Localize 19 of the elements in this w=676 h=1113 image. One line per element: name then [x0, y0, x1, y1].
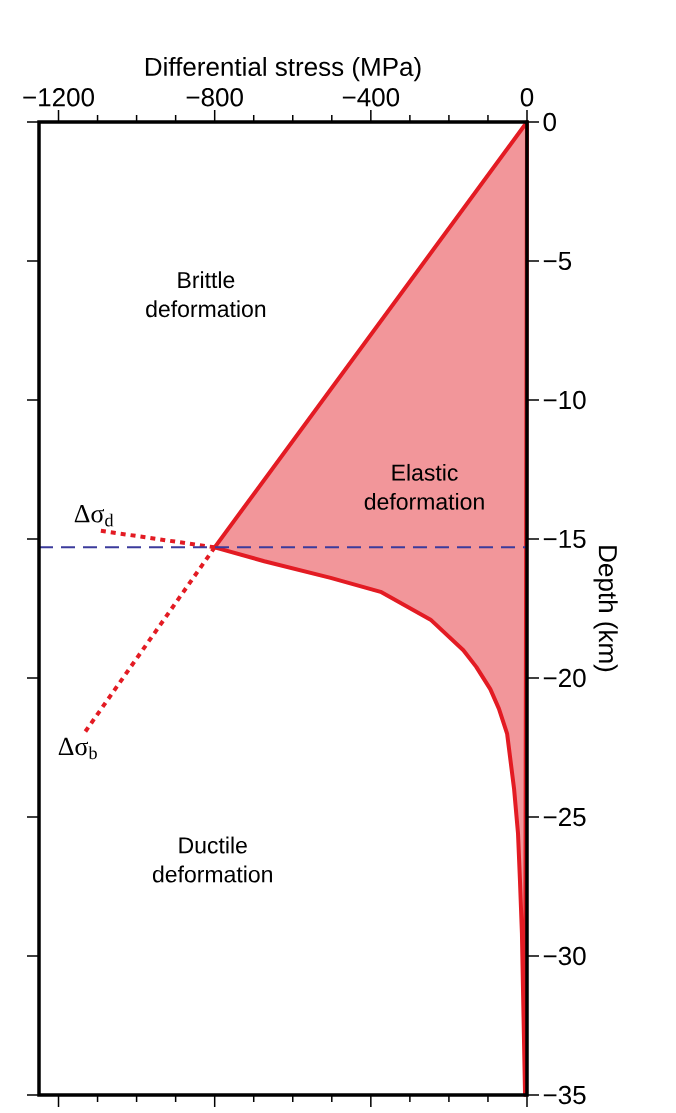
y-tick-label: −15 [543, 529, 586, 549]
x-axis-title: Differential stress (MPa) [145, 56, 421, 82]
y-tick-label: −30 [543, 946, 586, 966]
y-axis-title: Depth (km) [593, 546, 618, 672]
annotation: Elastic deformation [364, 463, 484, 510]
y-tick-label: 0 [543, 112, 556, 132]
x-tick-label: −400 [342, 88, 400, 107]
series-label: Δσ$_{b}$ [58, 737, 97, 760]
x-tick-label: −1200 [23, 88, 94, 107]
y-tick-label: −35 [543, 1085, 586, 1105]
y-tick-label: −10 [543, 390, 586, 410]
annotation: Brittle deformation [146, 271, 266, 318]
x-tick-label: 0 [520, 88, 534, 107]
y-tick-label: −20 [543, 668, 586, 688]
series-label: Δσ$_{d}$ [74, 505, 114, 527]
annotation: Ductile deformation [152, 836, 272, 883]
y-tick-label: −5 [543, 251, 572, 271]
x-tick-label: −800 [186, 88, 243, 107]
y-tick-label: −25 [543, 807, 586, 827]
